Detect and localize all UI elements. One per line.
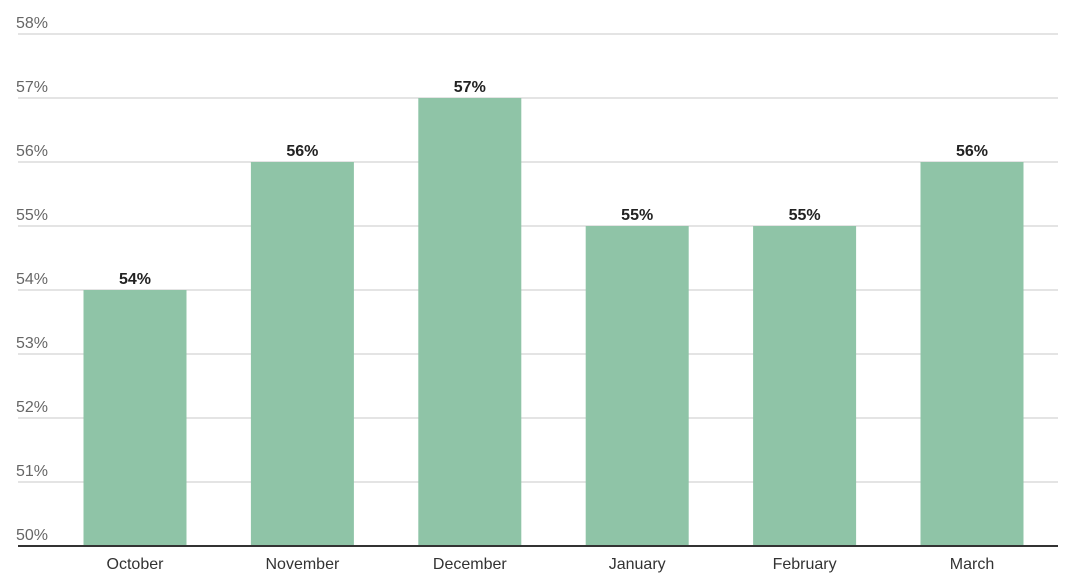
bar-october <box>83 290 187 546</box>
data-labels: 54% 56% 57% 55% 55% 56% <box>119 79 988 288</box>
data-label-january: 55% <box>621 207 653 224</box>
data-label-december: 57% <box>454 79 486 96</box>
bar-december <box>418 98 522 546</box>
y-tick-label: 54% <box>16 271 48 288</box>
data-label-october: 54% <box>119 271 151 288</box>
bar-november <box>250 162 354 546</box>
bar-january <box>585 226 689 546</box>
y-tick-label: 57% <box>16 79 48 96</box>
y-tick-label: 55% <box>16 207 48 224</box>
bars <box>83 98 1024 546</box>
x-tick-label-march: March <box>950 556 994 573</box>
y-tick-label: 56% <box>16 143 48 160</box>
x-tick-label-january: January <box>609 556 666 573</box>
bar-february <box>753 226 857 546</box>
x-tick-label-october: October <box>107 556 165 573</box>
y-tick-label: 50% <box>16 527 48 544</box>
x-axis-ticks: October November December January February Ma… <box>107 556 995 573</box>
gridlines <box>18 33 1058 483</box>
y-tick-label: 53% <box>16 335 48 352</box>
x-tick-label-december: December <box>433 556 507 573</box>
x-tick-label-november: November <box>265 556 339 573</box>
bar-march <box>920 162 1024 546</box>
y-axis-ticks: 50% 51% 52% 53% 54% 55% 56% 57% 58% <box>16 15 48 544</box>
x-tick-label-february: February <box>773 556 837 573</box>
y-tick-label: 51% <box>16 463 48 480</box>
data-label-november: 56% <box>286 143 318 160</box>
y-tick-label: 58% <box>16 15 48 32</box>
y-tick-label: 52% <box>16 399 48 416</box>
data-label-march: 56% <box>956 143 988 160</box>
data-label-february: 55% <box>789 207 821 224</box>
